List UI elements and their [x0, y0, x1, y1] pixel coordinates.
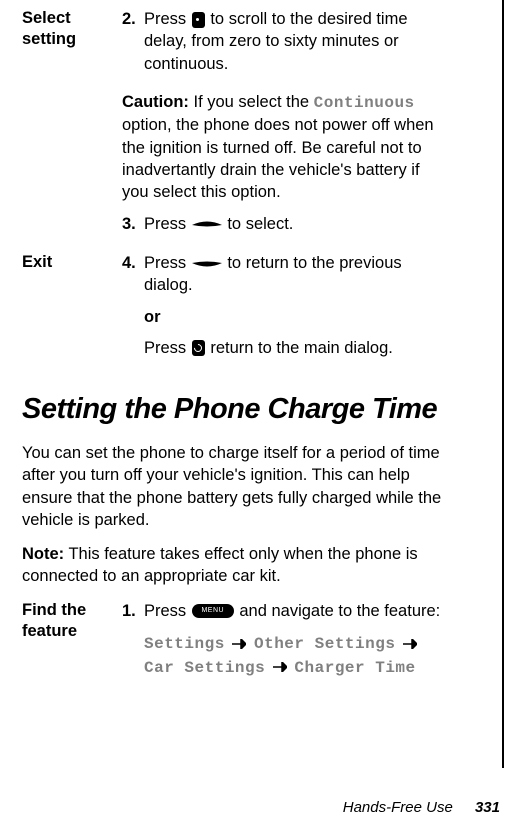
select-setting-row: Select setting 2. Press to scroll to the…	[22, 8, 448, 85]
scroll-key-icon	[192, 12, 205, 28]
intro-paragraph: You can set the phone to charge itself f…	[22, 442, 448, 531]
continuous-option-text: Continuous	[314, 94, 415, 112]
step-4: 4. Press to return to the previous dialo…	[122, 252, 448, 297]
exit-content: 4. Press to return to the previous dialo…	[122, 252, 448, 369]
exit-or-block: or Press return to the main dialog.	[144, 306, 448, 359]
menu-path: Settings Other Settings Car Settings Cha…	[144, 632, 448, 679]
step-3-row: 3. Press to select.	[22, 213, 448, 245]
path-segment-1: Settings	[144, 635, 225, 653]
step-number: 4.	[122, 252, 144, 297]
menu-key-icon: MENU	[192, 604, 234, 618]
path-segment-4: Charger Time	[294, 659, 415, 677]
end-key-icon	[192, 340, 205, 356]
exit-row: Exit 4. Press to return to the previous …	[22, 252, 448, 369]
footer-page-number: 331	[475, 799, 500, 816]
step-number: 2.	[122, 8, 144, 75]
step-3: 3. Press to select.	[122, 213, 448, 235]
footer-section-title: Hands-Free Use	[343, 799, 453, 816]
step-number: 1.	[122, 600, 144, 622]
path-segment-3: Car Settings	[144, 659, 265, 677]
find-feature-content: 1. Press MENU and navigate to the featur…	[122, 600, 448, 689]
path-arrow-icon	[273, 662, 287, 672]
section-heading: Setting the Phone Charge Time	[22, 393, 448, 426]
step-number: 3.	[122, 213, 144, 235]
caution-block: Caution: If you select the Continuous op…	[122, 91, 448, 204]
step-text: Press to select.	[144, 213, 448, 235]
select-setting-content: 2. Press to scroll to the desired time d…	[122, 8, 448, 85]
find-feature-row: Find the feature 1. Press MENU and navig…	[22, 600, 448, 689]
select-setting-label: Select setting	[22, 8, 122, 85]
note-paragraph: Note: This feature takes effect only whe…	[22, 543, 448, 588]
caution-label: Caution:	[122, 93, 189, 111]
step-text: Press to scroll to the desired time dela…	[144, 8, 448, 75]
path-segment-2: Other Settings	[254, 635, 395, 653]
page-footer: Hands-Free Use 331	[343, 799, 500, 816]
step-2: 2. Press to scroll to the desired time d…	[122, 8, 448, 75]
right-softkey-icon	[192, 220, 222, 230]
step-text: Press MENU and navigate to the feature:	[144, 600, 448, 622]
path-arrow-icon	[403, 639, 417, 649]
exit-label: Exit	[22, 252, 122, 369]
step-text: Press to return to the previous dialog.	[144, 252, 448, 297]
path-arrow-icon	[232, 639, 246, 649]
step-1: 1. Press MENU and navigate to the featur…	[122, 600, 448, 622]
left-softkey-icon	[192, 258, 222, 268]
page-content: Select setting 2. Press to scroll to the…	[0, 0, 504, 768]
exit-alt-text: Press return to the main dialog.	[144, 337, 448, 359]
find-feature-label: Find the feature	[22, 600, 122, 689]
note-label: Note:	[22, 545, 64, 563]
or-text: or	[144, 306, 448, 328]
